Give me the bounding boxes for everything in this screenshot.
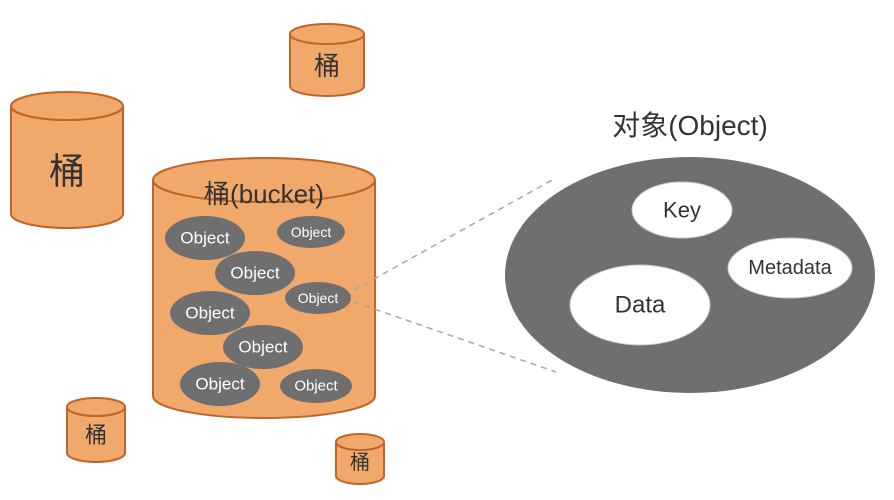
object-4: Object: [170, 291, 250, 335]
object-7: Object: [280, 369, 352, 403]
object-6: Object: [180, 362, 260, 406]
object-5-label: Object: [238, 338, 287, 357]
small-bucket-label-0: 桶: [49, 150, 85, 191]
small-bucket-label-1: 桶: [314, 51, 340, 81]
small-bucket-label-2: 桶: [85, 423, 107, 448]
detail-inner-0-label: Key: [663, 198, 701, 223]
detail-inner-1: Metadata: [728, 238, 852, 298]
object-0: Object: [165, 216, 245, 260]
detail-inner-2-label: Data: [615, 292, 666, 319]
object-3: Object: [285, 282, 351, 314]
object-5: Object: [223, 325, 303, 369]
object-3-label: Object: [298, 290, 339, 306]
object-4-label: Object: [185, 304, 234, 323]
detail-title: 对象(Object): [612, 110, 768, 141]
object-0-label: Object: [180, 229, 229, 248]
main-bucket-label: 桶(bucket): [204, 179, 324, 209]
object-7-label: Object: [294, 378, 338, 395]
diagram-canvas: 桶桶桶桶桶(bucket)ObjectObjectObjectObjectObj…: [0, 0, 894, 500]
object-1: Object: [277, 216, 345, 248]
detail-inner-1-label: Metadata: [748, 257, 832, 279]
detail-inner-0: Key: [632, 182, 732, 238]
object-1-label: Object: [291, 224, 332, 240]
small-bucket-label-3: 桶: [350, 451, 370, 474]
object-2-label: Object: [230, 264, 279, 283]
object-2: Object: [215, 251, 295, 295]
object-6-label: Object: [195, 375, 244, 394]
detail-inner-2: Data: [570, 265, 710, 345]
